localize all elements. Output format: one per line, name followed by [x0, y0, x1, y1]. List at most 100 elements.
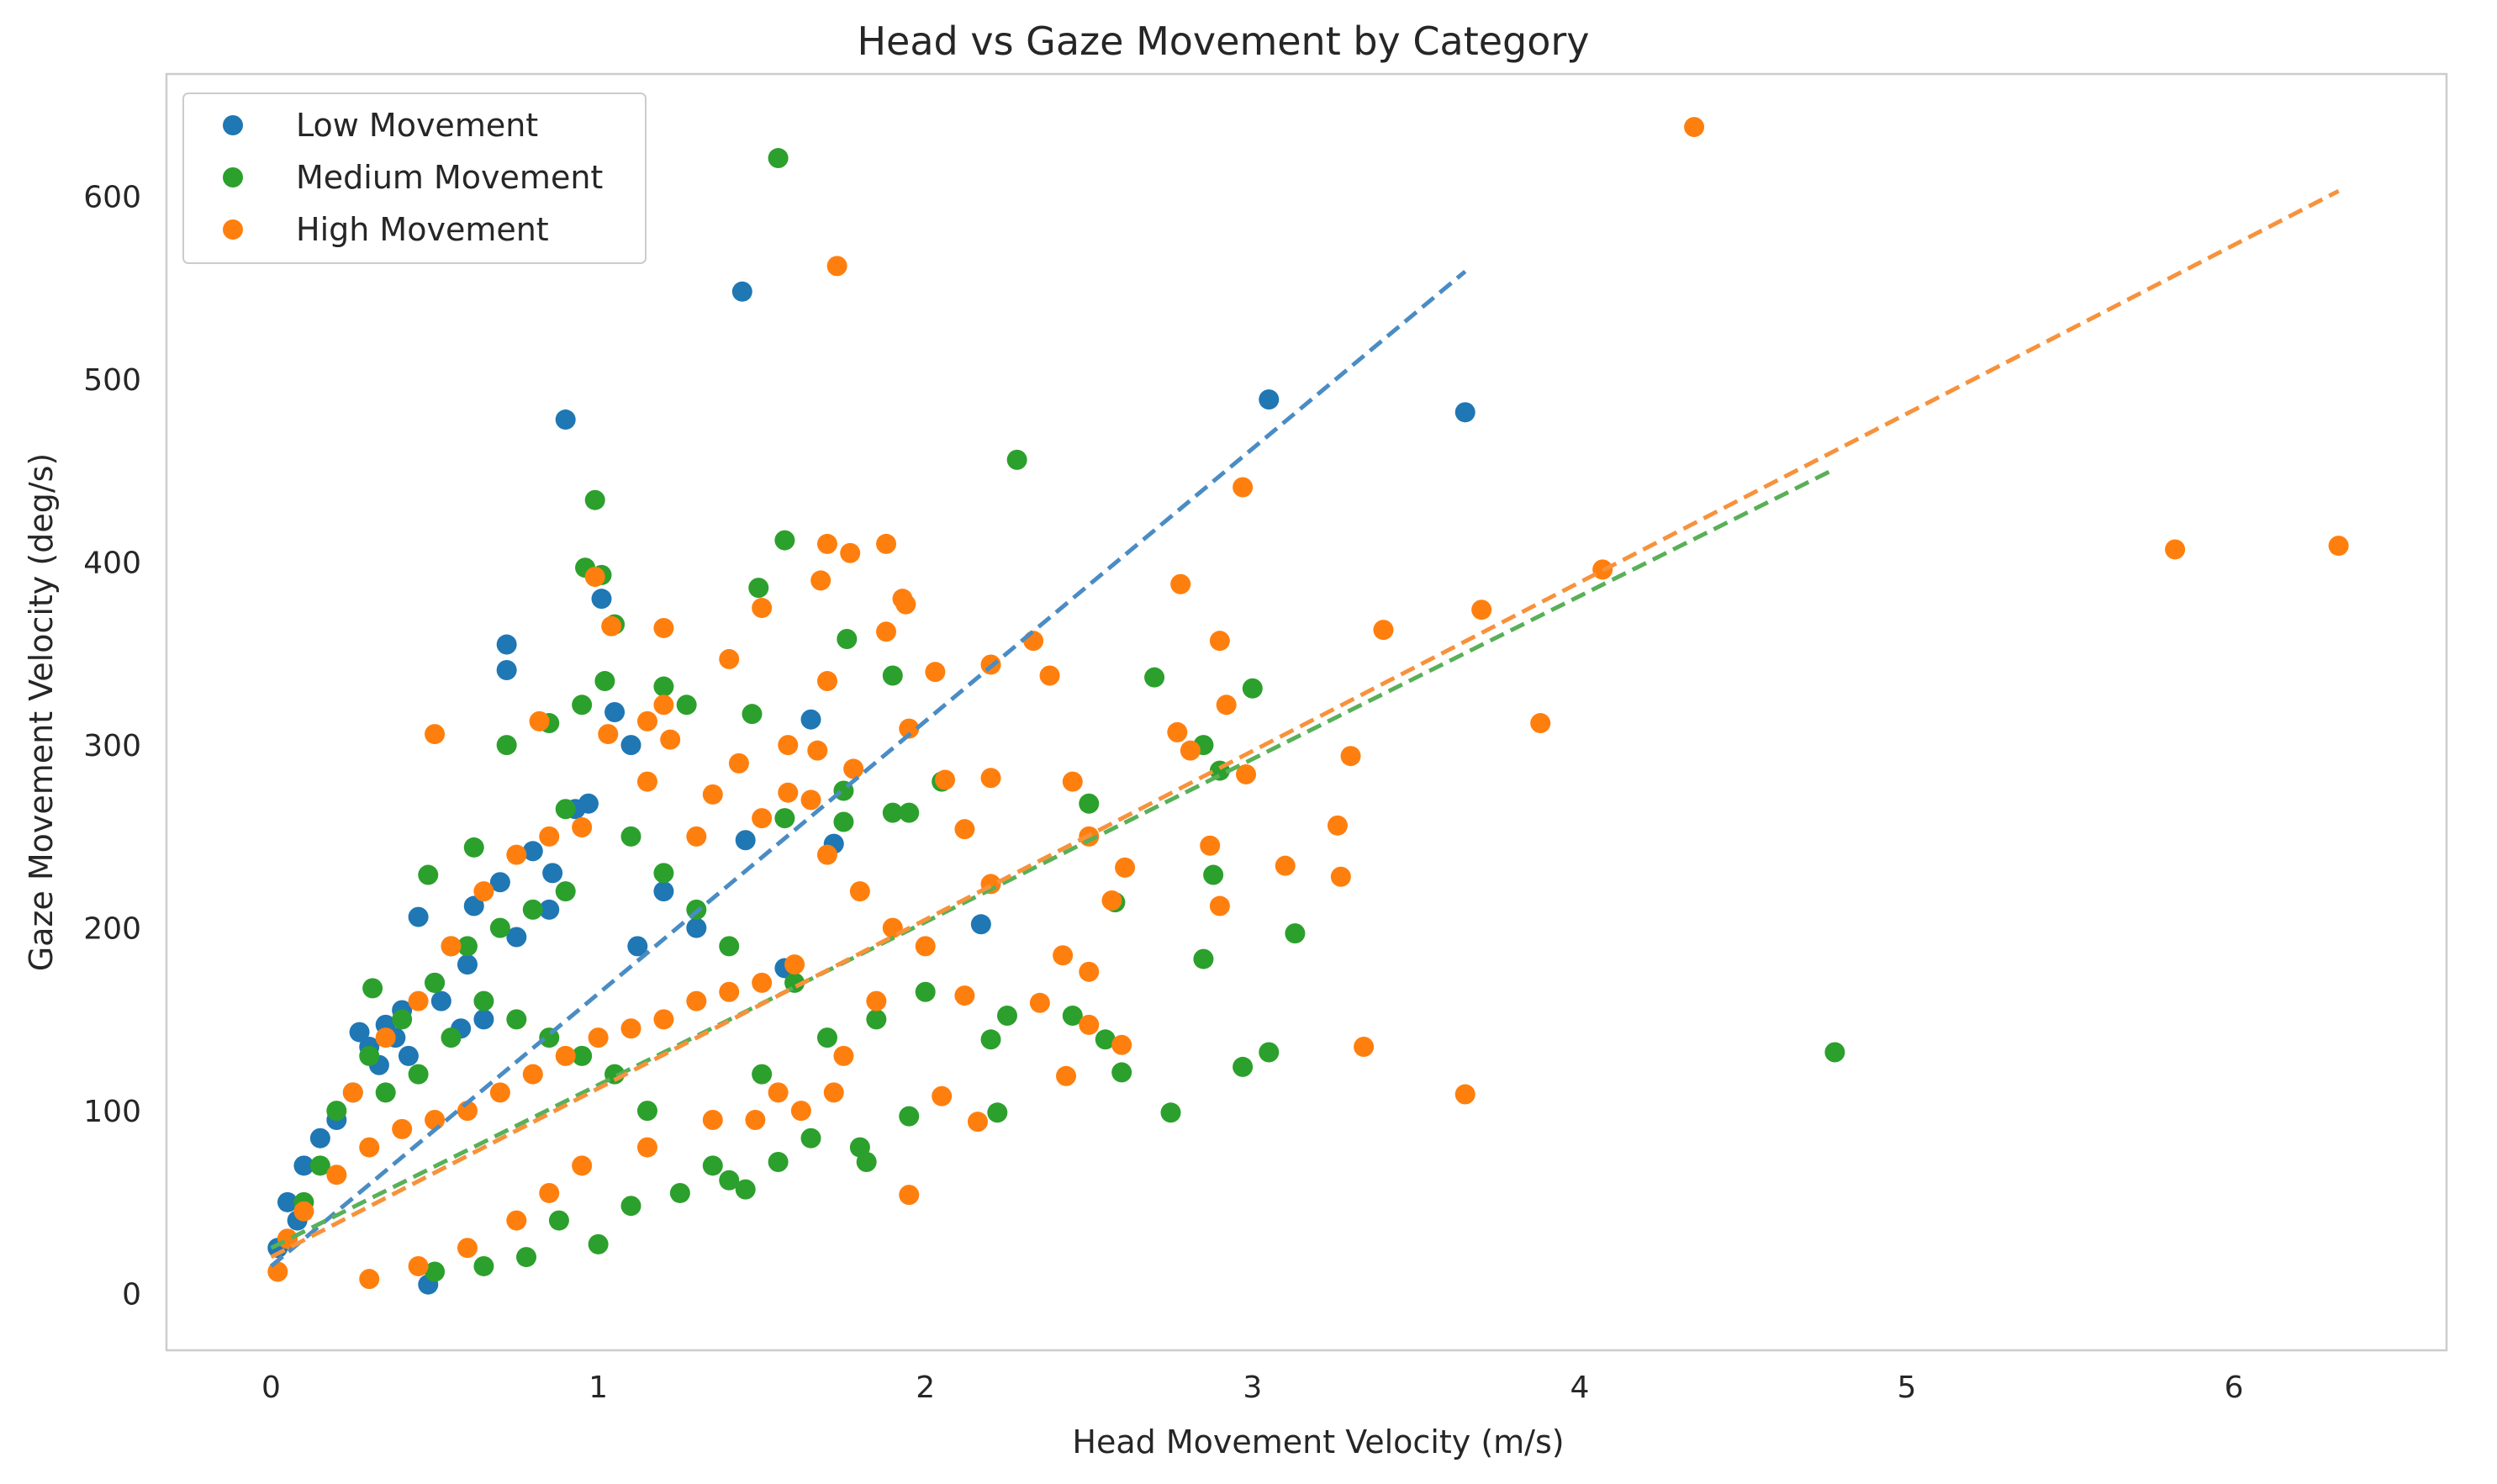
point-high-movement: [636, 771, 657, 792]
point-high-movement: [588, 1027, 609, 1048]
point-low-movement: [457, 954, 478, 975]
point-high-movement: [653, 1009, 674, 1030]
y-tick-label: 600: [83, 181, 141, 215]
point-high-movement: [425, 1109, 446, 1130]
point-high-movement: [1233, 477, 1254, 498]
plot-area: [165, 72, 2448, 1352]
point-medium-movement: [980, 1029, 1001, 1050]
point-high-movement: [876, 621, 897, 642]
point-medium-movement: [748, 578, 769, 599]
legend: Low Movement Medium Movement High Moveme…: [182, 92, 647, 264]
point-high-movement: [539, 1182, 560, 1203]
point-high-movement: [816, 671, 837, 692]
point-medium-movement: [774, 530, 795, 551]
point-high-movement: [555, 1045, 576, 1066]
point-medium-movement: [768, 1151, 789, 1172]
point-medium-movement: [676, 694, 697, 716]
point-high-movement: [572, 1155, 593, 1176]
point-high-movement: [935, 769, 956, 790]
legend-marker-low-movement: [223, 115, 243, 135]
point-high-movement: [899, 718, 920, 739]
point-high-movement: [636, 1137, 657, 1158]
point-low-movement: [731, 281, 752, 302]
point-high-movement: [293, 1201, 314, 1222]
point-high-movement: [1327, 815, 1348, 836]
point-medium-movement: [915, 981, 936, 1002]
trend-lines: [269, 188, 2340, 1268]
point-high-movement: [489, 1082, 510, 1103]
y-tick-label: 300: [83, 729, 141, 763]
point-high-movement: [1029, 992, 1050, 1013]
point-medium-movement: [489, 917, 510, 938]
point-high-movement: [719, 981, 740, 1002]
point-high-movement: [408, 1255, 429, 1276]
point-medium-movement: [588, 1233, 609, 1254]
point-medium-movement: [555, 881, 576, 902]
point-medium-movement: [816, 1027, 837, 1048]
point-high-movement: [636, 710, 657, 731]
point-high-movement: [457, 1101, 478, 1122]
point-medium-movement: [1006, 449, 1027, 470]
point-high-movement: [719, 648, 740, 669]
legend-box: [182, 92, 647, 264]
point-low-movement: [506, 927, 527, 948]
point-high-movement: [686, 826, 707, 847]
data-points: [267, 117, 2349, 1295]
point-medium-movement: [375, 1082, 396, 1103]
series-high-movement: [267, 117, 2349, 1290]
point-low-movement: [408, 906, 429, 927]
point-high-movement: [728, 753, 749, 774]
point-medium-movement: [735, 1179, 756, 1200]
point-high-movement: [967, 1112, 988, 1133]
point-high-movement: [752, 598, 773, 619]
point-medium-movement: [849, 1137, 870, 1158]
point-medium-movement: [496, 735, 517, 756]
point-low-movement: [1259, 389, 1280, 410]
point-high-movement: [1373, 620, 1394, 641]
point-medium-movement: [669, 1182, 690, 1203]
point-high-movement: [790, 1101, 811, 1122]
point-high-movement: [1079, 961, 1100, 982]
point-high-movement: [660, 729, 681, 750]
legend-label-medium-movement: Medium Movement: [296, 159, 603, 196]
point-medium-movement: [752, 1064, 773, 1085]
point-medium-movement: [899, 1106, 920, 1127]
point-medium-movement: [408, 1064, 429, 1085]
point-low-movement: [309, 1128, 330, 1149]
point-high-movement: [522, 1064, 543, 1085]
x-tick-label: 2: [916, 1370, 935, 1405]
legend-label-low-movement: Low Movement: [296, 107, 538, 144]
x-tick-label: 1: [589, 1370, 608, 1405]
point-medium-movement: [362, 978, 383, 999]
point-medium-movement: [548, 1210, 569, 1231]
point-high-movement: [826, 256, 847, 277]
point-low-movement: [398, 1045, 419, 1066]
point-medium-movement: [1160, 1102, 1181, 1123]
point-high-movement: [359, 1269, 380, 1290]
point-high-movement: [1275, 855, 1296, 876]
point-medium-movement: [326, 1101, 347, 1122]
point-high-movement: [441, 936, 462, 957]
point-high-movement: [2165, 539, 2186, 560]
point-high-movement: [915, 936, 936, 957]
point-high-movement: [1180, 740, 1201, 761]
point-high-movement: [849, 881, 870, 902]
point-high-movement: [1216, 694, 1237, 716]
point-medium-movement: [425, 972, 446, 993]
series-low-movement: [267, 281, 1476, 1295]
point-high-movement: [392, 1118, 413, 1139]
point-medium-movement: [1193, 948, 1214, 969]
point-medium-movement: [506, 1009, 527, 1030]
point-medium-movement: [1203, 864, 1224, 885]
point-high-movement: [833, 1045, 854, 1066]
point-medium-movement: [636, 1101, 657, 1122]
point-high-movement: [653, 694, 674, 716]
y-tick-label: 200: [83, 912, 141, 947]
point-low-movement: [463, 895, 484, 916]
point-high-movement: [816, 533, 837, 554]
point-medium-movement: [882, 665, 903, 686]
x-tick-label: 3: [1243, 1370, 1262, 1405]
point-low-movement: [489, 872, 510, 893]
point-high-movement: [876, 533, 897, 554]
